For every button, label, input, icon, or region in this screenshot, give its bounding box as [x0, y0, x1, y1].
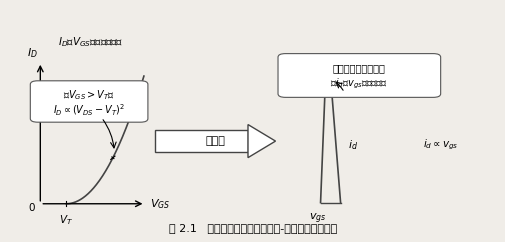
Text: 放大图: 放大图	[205, 136, 225, 146]
Text: $v_{gs}$: $v_{gs}$	[309, 212, 326, 227]
Text: 内$i_{d}$与$v_{gs}$是线性关系: 内$i_{d}$与$v_{gs}$是线性关系	[330, 77, 387, 91]
Text: $I_{D}$: $I_{D}$	[27, 46, 38, 60]
Text: 0: 0	[28, 204, 34, 213]
Text: $V_{T}$: $V_{T}$	[59, 213, 73, 227]
Text: 图 2.1   饱和区中漏极电流与栋极-源极间电压的关系: 图 2.1 饱和区中漏极电流与栋极-源极间电压的关系	[169, 223, 336, 233]
FancyBboxPatch shape	[277, 54, 440, 97]
Text: 当$V_{GS}>V_{T}$时: 当$V_{GS}>V_{T}$时	[63, 88, 115, 102]
Text: $I_{D}\propto(V_{DS}-V_{T})^{2}$: $I_{D}\propto(V_{DS}-V_{T})^{2}$	[53, 102, 125, 118]
Text: $I_{D}$和$V_{GS}$不是线性关系: $I_{D}$和$V_{GS}$不是线性关系	[58, 35, 123, 49]
Text: $i_{d}\propto v_{gs}$: $i_{d}\propto v_{gs}$	[422, 137, 458, 152]
FancyBboxPatch shape	[30, 81, 147, 122]
Bar	[155, 130, 247, 152]
Text: 可以看出在微小范围: 可以看出在微小范围	[332, 63, 385, 73]
Text: $V_{GS}$: $V_{GS}$	[150, 197, 170, 211]
Polygon shape	[247, 125, 275, 158]
Text: $i_{d}$: $i_{d}$	[347, 138, 358, 151]
